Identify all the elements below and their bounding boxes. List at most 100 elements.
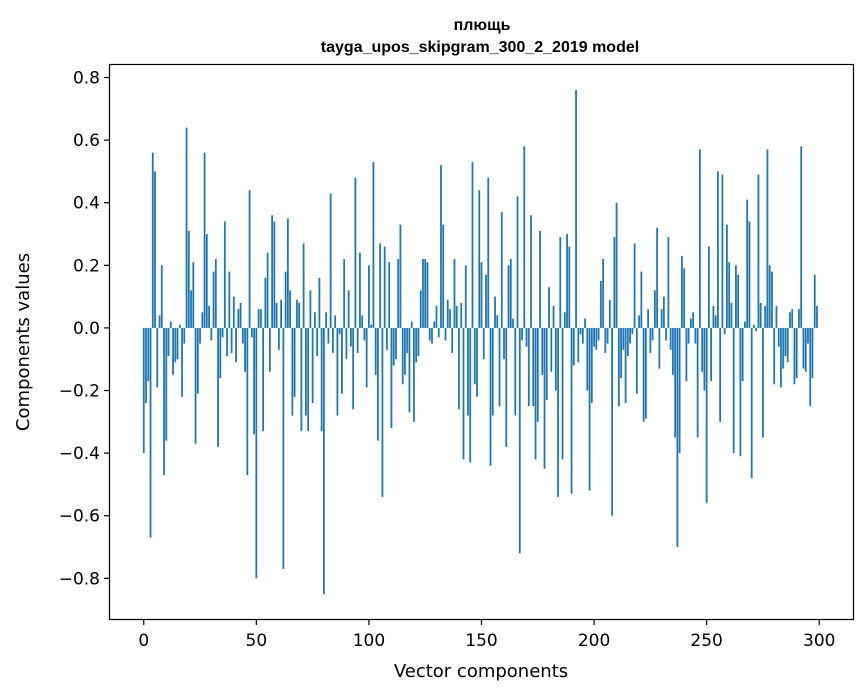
bar-164: [512, 318, 514, 328]
bar-287: [789, 312, 791, 328]
bar-56: [268, 327, 271, 372]
bar-233: [667, 237, 670, 328]
bar-222: [642, 327, 645, 422]
bar-252: [710, 327, 713, 382]
bar-36: [223, 221, 226, 328]
y-tick-label: 0.0: [73, 319, 100, 339]
bar-168: [521, 327, 523, 341]
bar-186: [561, 327, 564, 460]
bar-82: [327, 327, 330, 344]
bar-85: [334, 315, 337, 328]
bar-57: [271, 215, 274, 328]
bar-237: [676, 327, 679, 548]
bar-124: [422, 259, 424, 328]
bar-2: [147, 327, 150, 382]
bar-293: [802, 327, 805, 369]
bar-183: [554, 327, 557, 391]
bar-23: [194, 327, 197, 444]
bar-21: [190, 290, 192, 328]
bar-145: [469, 327, 472, 463]
bar-266: [741, 327, 744, 382]
bar-199: [590, 327, 593, 404]
bar-263: [735, 265, 737, 328]
bar-299: [816, 306, 818, 328]
chart-title-line2: tayga_upos_skipgram_300_2_2019 model: [321, 39, 639, 56]
bar-196: [584, 318, 586, 328]
bar-16: [178, 324, 181, 328]
bar-151: [482, 327, 485, 360]
bar-91: [347, 290, 350, 328]
bar-72: [304, 327, 307, 416]
bar-158: [498, 327, 501, 407]
bar-236: [674, 327, 677, 438]
y-tick-label: −0.2: [59, 382, 100, 402]
bar-256: [719, 327, 722, 422]
bar-118: [408, 327, 411, 413]
bar-123: [419, 290, 422, 328]
bar-191: [572, 327, 575, 366]
bar-83: [329, 193, 332, 328]
bar-115: [401, 327, 404, 385]
bar-13: [172, 327, 174, 375]
bar-106: [381, 327, 384, 497]
bar-211: [617, 327, 620, 407]
bar-296: [809, 327, 812, 407]
bar-89: [343, 259, 346, 328]
bar-217: [631, 327, 634, 335]
bar-204: [602, 259, 604, 328]
bar-10: [165, 327, 168, 441]
bar-100: [368, 265, 370, 328]
bar-288: [791, 309, 794, 328]
y-axis-label: Components values: [13, 253, 34, 431]
bar-84: [332, 327, 334, 353]
bar-41: [235, 327, 237, 363]
bar-218: [633, 243, 636, 328]
bar-141: [460, 302, 463, 328]
x-axis-label: Vector components: [394, 661, 568, 682]
bar-43: [239, 302, 242, 328]
bar-174: [534, 327, 537, 460]
bar-153: [487, 177, 490, 328]
bar-58: [273, 221, 276, 328]
bar-87: [338, 327, 341, 335]
bar-79: [320, 327, 323, 432]
bar-215: [626, 327, 629, 357]
bar-3: [149, 327, 152, 538]
bar-132: [440, 165, 442, 328]
bar-98: [363, 327, 366, 341]
bar-170: [525, 327, 528, 347]
bar-139: [455, 306, 458, 328]
bar-27: [203, 152, 206, 328]
bar-205: [604, 327, 607, 353]
bar-35: [221, 327, 224, 338]
bar-254: [714, 315, 717, 328]
bar-272: [755, 327, 758, 332]
bar-131: [437, 327, 440, 338]
bar-189: [568, 246, 571, 328]
bar-18: [183, 327, 186, 344]
bar-281: [775, 306, 778, 328]
bar-259: [726, 224, 728, 328]
bar-228: [656, 227, 659, 328]
bar-5: [154, 171, 156, 328]
bar-193: [577, 327, 580, 363]
bar-92: [350, 327, 352, 347]
bar-250: [705, 327, 708, 504]
bar-114: [399, 224, 402, 328]
y-tick-label: 0.8: [73, 69, 100, 89]
bar-4: [151, 152, 154, 328]
bar-6: [156, 327, 159, 388]
bar-88: [341, 327, 343, 394]
bar-147: [473, 327, 476, 385]
bar-143: [464, 265, 467, 328]
bar-99: [365, 327, 368, 388]
bar-220: [638, 315, 641, 328]
x-tick-label: 300: [803, 631, 835, 651]
x-tick-label: 100: [353, 631, 385, 651]
x-tick-label: 200: [578, 631, 610, 651]
bar-180: [548, 287, 550, 328]
bar-209: [613, 237, 616, 328]
bar-295: [807, 327, 809, 344]
bar-53: [262, 327, 264, 432]
plot-frame: [108, 63, 855, 621]
